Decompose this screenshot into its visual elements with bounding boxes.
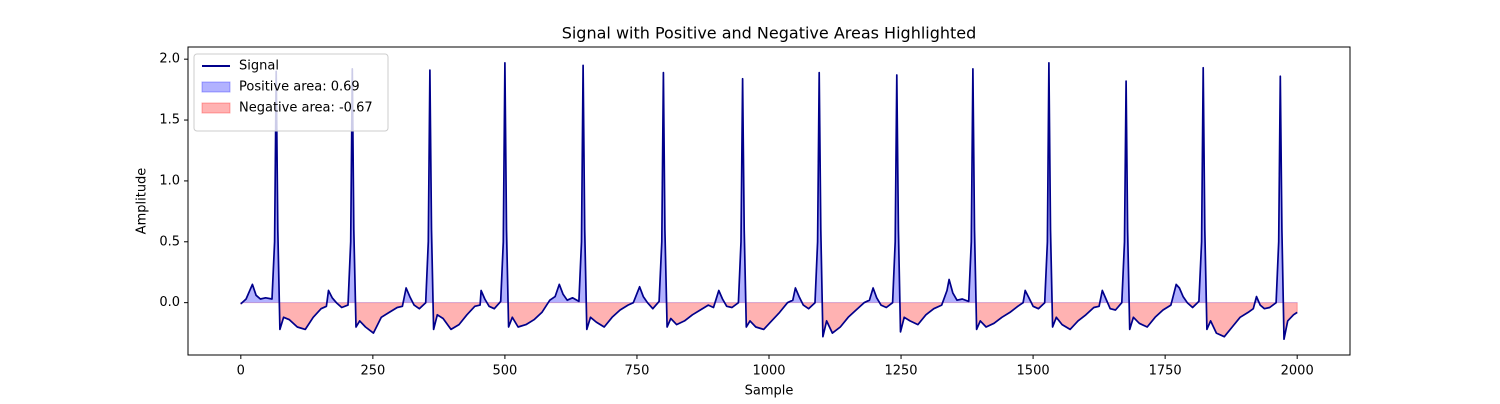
x-tick-label: 500 xyxy=(492,364,517,379)
signal-line xyxy=(240,61,1298,341)
legend-label: Positive area: 0.69 xyxy=(239,80,360,95)
x-tick-label: 750 xyxy=(625,364,650,379)
legend-swatch xyxy=(201,81,231,93)
plot-frame xyxy=(187,46,1351,356)
area-fill xyxy=(240,302,1298,340)
x-tick-label: 2000 xyxy=(1281,364,1314,379)
x-axis-label: Sample xyxy=(745,384,794,399)
y-axis-label: Amplitude xyxy=(135,168,150,235)
chart-title: Signal with Positive and Negative Areas … xyxy=(562,24,977,43)
legend-box xyxy=(193,53,389,132)
x-tick-label: 1750 xyxy=(1149,364,1182,379)
x-tick-label: 0 xyxy=(237,364,245,379)
x-tick-label: 1500 xyxy=(1017,364,1050,379)
x-tick-label: 250 xyxy=(360,364,385,379)
y-tick-label: 2.0 xyxy=(159,52,180,67)
legend-swatch xyxy=(201,102,231,114)
y-tick-label: 1.5 xyxy=(159,113,180,128)
x-tick-label: 1250 xyxy=(884,364,917,379)
y-tick-label: 0.0 xyxy=(159,295,180,310)
y-tick-label: 0.5 xyxy=(159,234,180,249)
x-tick-label: 1000 xyxy=(752,364,785,379)
y-tick-label: 1.0 xyxy=(159,173,180,188)
legend-label: Negative area: -0.67 xyxy=(239,101,373,116)
legend-label: Signal xyxy=(239,59,279,74)
area-fill xyxy=(240,62,1298,303)
